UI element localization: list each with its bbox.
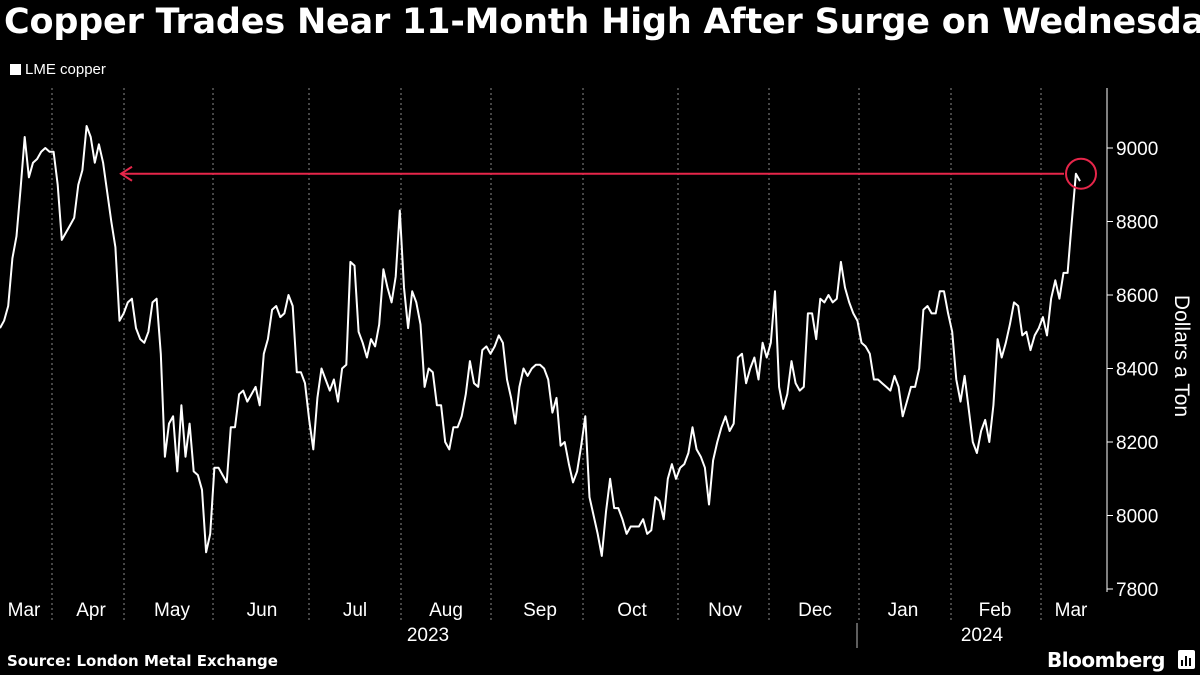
y-tick-label-8000: 8000: [1116, 507, 1158, 528]
y-tick-label-7800: 7800: [1116, 580, 1158, 601]
year-label-0: 2023: [407, 625, 449, 646]
y-tick-label-9000: 9000: [1116, 139, 1158, 160]
x-axis: Mar Apr May Jun Jul Aug Sep Oct Nov Dec Jan Feb Mar 2…: [8, 600, 1088, 646]
annotation-arrowhead: [119, 165, 133, 182]
brand-logo: Bloomberg: [1047, 648, 1165, 672]
y-axis: 7800 8000 8200 8400 8600 8800 9000: [1106, 88, 1158, 601]
source-note: Source: London Metal Exchange: [7, 652, 278, 670]
x-tick-label-12: Mar: [1055, 600, 1088, 621]
x-tick-label-7: Oct: [617, 600, 647, 621]
x-tick-label-0: Mar: [8, 600, 41, 621]
y-axis-label: Dollars a Ton: [1170, 295, 1193, 417]
y-tick-label-8400: 8400: [1116, 360, 1158, 381]
x-tick-label-9: Dec: [798, 600, 832, 621]
x-tick-label-11: Feb: [979, 600, 1012, 621]
y-tick-label-8800: 8800: [1116, 213, 1158, 234]
series-line-lme-copper: [0, 125, 1081, 557]
bloomberg-bars-icon: [1178, 650, 1195, 669]
x-tick-label-4: Jul: [343, 600, 367, 621]
chart-title: Copper Trades Near 11-Month High After S…: [4, 2, 1200, 42]
year-label-1: 2024: [961, 625, 1004, 646]
x-tick-label-10: Jan: [888, 600, 919, 621]
x-tick-label-2: May: [154, 600, 190, 621]
legend-swatch: [10, 64, 21, 75]
x-tick-label-8: Nov: [708, 600, 742, 621]
grid: [51, 88, 1042, 648]
annotation-layer: [119, 157, 1097, 190]
annotation-circle: [1065, 157, 1097, 190]
x-tick-label-5: Aug: [429, 600, 463, 621]
legend: LME copper: [10, 61, 106, 78]
series-layer: [0, 125, 1081, 557]
legend-label: LME copper: [25, 61, 106, 78]
y-tick-label-8600: 8600: [1116, 286, 1158, 307]
x-tick-label-3: Jun: [247, 600, 278, 621]
x-tick-label-1: Apr: [76, 600, 106, 621]
y-tick-label-8200: 8200: [1116, 433, 1158, 454]
x-tick-label-6: Sep: [523, 600, 557, 621]
